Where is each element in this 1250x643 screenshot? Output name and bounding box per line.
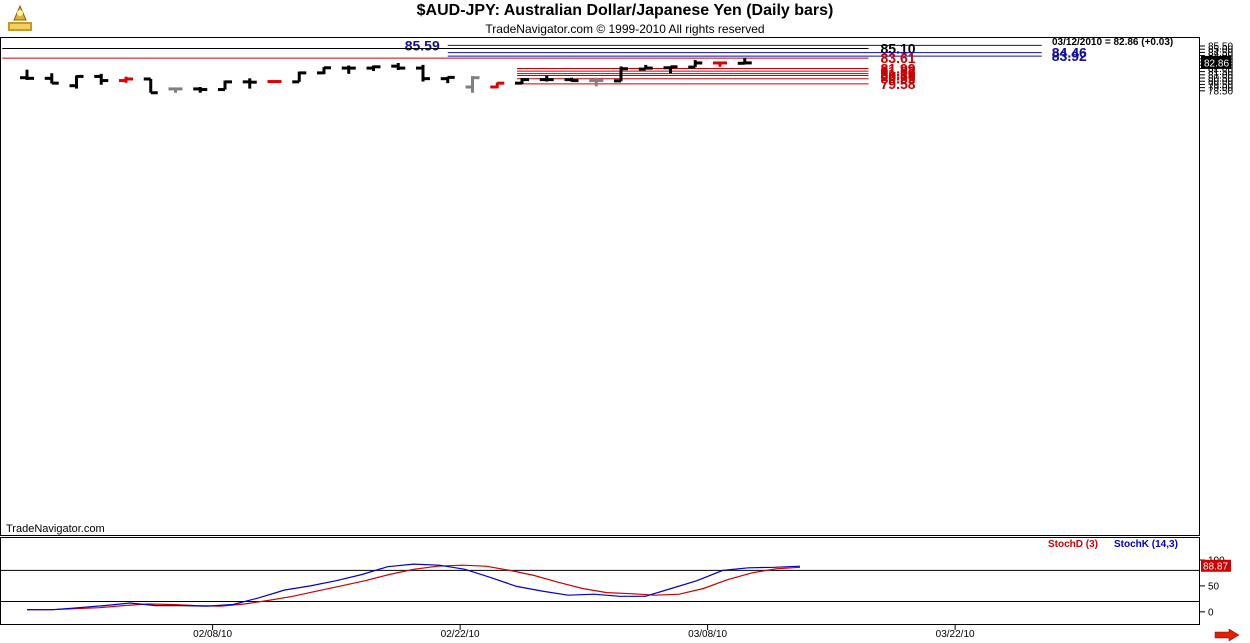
- level-label-85.59: 85.59: [405, 37, 440, 53]
- x-axis-tick-label: 03/08/10: [688, 629, 727, 640]
- last-price-info: 03/12/2010 = 82.86 (+0.03): [1052, 37, 1174, 48]
- copyright-subtitle: TradeNavigator.com © 1999-2010 All right…: [485, 22, 765, 36]
- x-axis-tick-label: 03/22/10: [936, 629, 975, 640]
- osc-axis-tick-label: 50: [1208, 581, 1220, 592]
- osc-axis-tick-label: 0: [1208, 607, 1214, 618]
- level-label-84.46: 84.46: [1052, 45, 1087, 61]
- y-axis-tick-label: 82.00: [1208, 64, 1233, 75]
- stochastic-panel[interactable]: [0, 537, 1200, 625]
- chart-header: $AUD-JPY: Australian Dollar/Japanese Yen…: [0, 0, 1250, 40]
- level-label-81.57: 81.57: [881, 63, 916, 79]
- y-axis-tick-label: 79.50: [1208, 80, 1233, 91]
- y-axis-tick-label: 78.50: [1208, 86, 1233, 97]
- osc-value-label: 88.87: [1203, 561, 1228, 572]
- level-label-81.19: 81.19: [881, 66, 916, 82]
- x-axis-tick-label: 02/08/10: [193, 629, 232, 640]
- y-axis-tick-label: 84.50: [1208, 48, 1233, 59]
- level-label-81.99: 81.99: [881, 60, 916, 76]
- y-axis-tick-label: 81.50: [1208, 67, 1233, 78]
- level-label-80.89: 80.89: [881, 68, 916, 84]
- y-axis-tick-label: 79.00: [1208, 83, 1233, 94]
- y-axis-tick-label: 85.50: [1208, 41, 1233, 52]
- level-label-83.61: 83.61: [881, 50, 916, 66]
- chart-title: $AUD-JPY: Australian Dollar/Japanese Yen…: [416, 2, 834, 19]
- osc-value-marker: [1201, 559, 1231, 572]
- price-panel[interactable]: [0, 37, 1200, 536]
- last-price-label: 82.86: [1204, 58, 1229, 69]
- y-axis-tick-label: 81.00: [1208, 70, 1233, 81]
- level-label-80.39: 80.39: [881, 71, 916, 87]
- stoch-k-legend: StochK (14,3): [1114, 539, 1178, 550]
- scroll-right-arrow-icon[interactable]: [1214, 629, 1240, 641]
- level-label-79.58: 79.58: [881, 76, 916, 92]
- x-axis-tick-label: 02/22/10: [441, 629, 480, 640]
- y-axis-tick-label: 85.00: [1208, 45, 1233, 56]
- stoch-d-line: [27, 564, 801, 611]
- stoch-d-legend: StochD (3): [1048, 539, 1098, 550]
- y-axis-tick-label: 80.00: [1208, 77, 1233, 88]
- watermark: TradeNavigator.com: [6, 523, 105, 535]
- last-price-marker: [1201, 55, 1231, 69]
- trade-navigator-logo-icon: [8, 4, 32, 31]
- y-axis-tick-label: 80.50: [1208, 74, 1233, 85]
- stoch-k-line: [27, 563, 801, 611]
- level-label-83.92: 83.92: [1052, 48, 1087, 64]
